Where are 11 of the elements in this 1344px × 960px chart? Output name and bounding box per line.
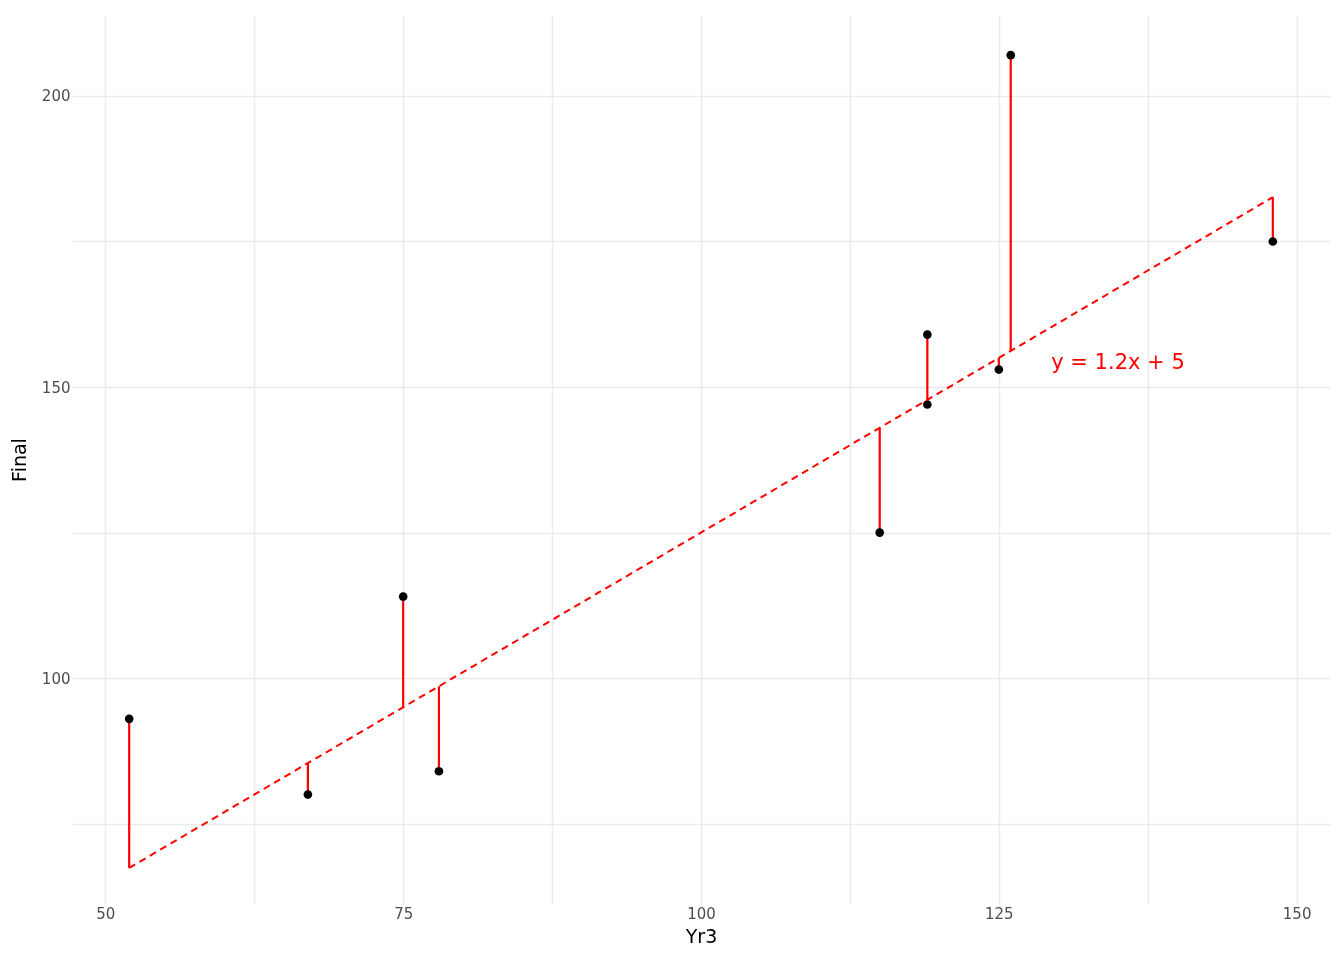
y-tick-label: 150 [41,378,71,397]
y-axis-title: Final [7,438,30,482]
annotation: y = 1.2x + 5 [1051,350,1185,374]
y-tick-label: 200 [41,87,71,106]
x-axis-title: Yr3 [684,924,718,947]
x-tick-label: 75 [394,904,414,923]
x-tick-label: 125 [985,904,1014,923]
x-tick-label: 150 [1282,904,1312,923]
y-tick-label: 100 [41,669,71,688]
x-tick-label: 100 [687,904,716,923]
x-tick-label: 50 [96,904,116,923]
